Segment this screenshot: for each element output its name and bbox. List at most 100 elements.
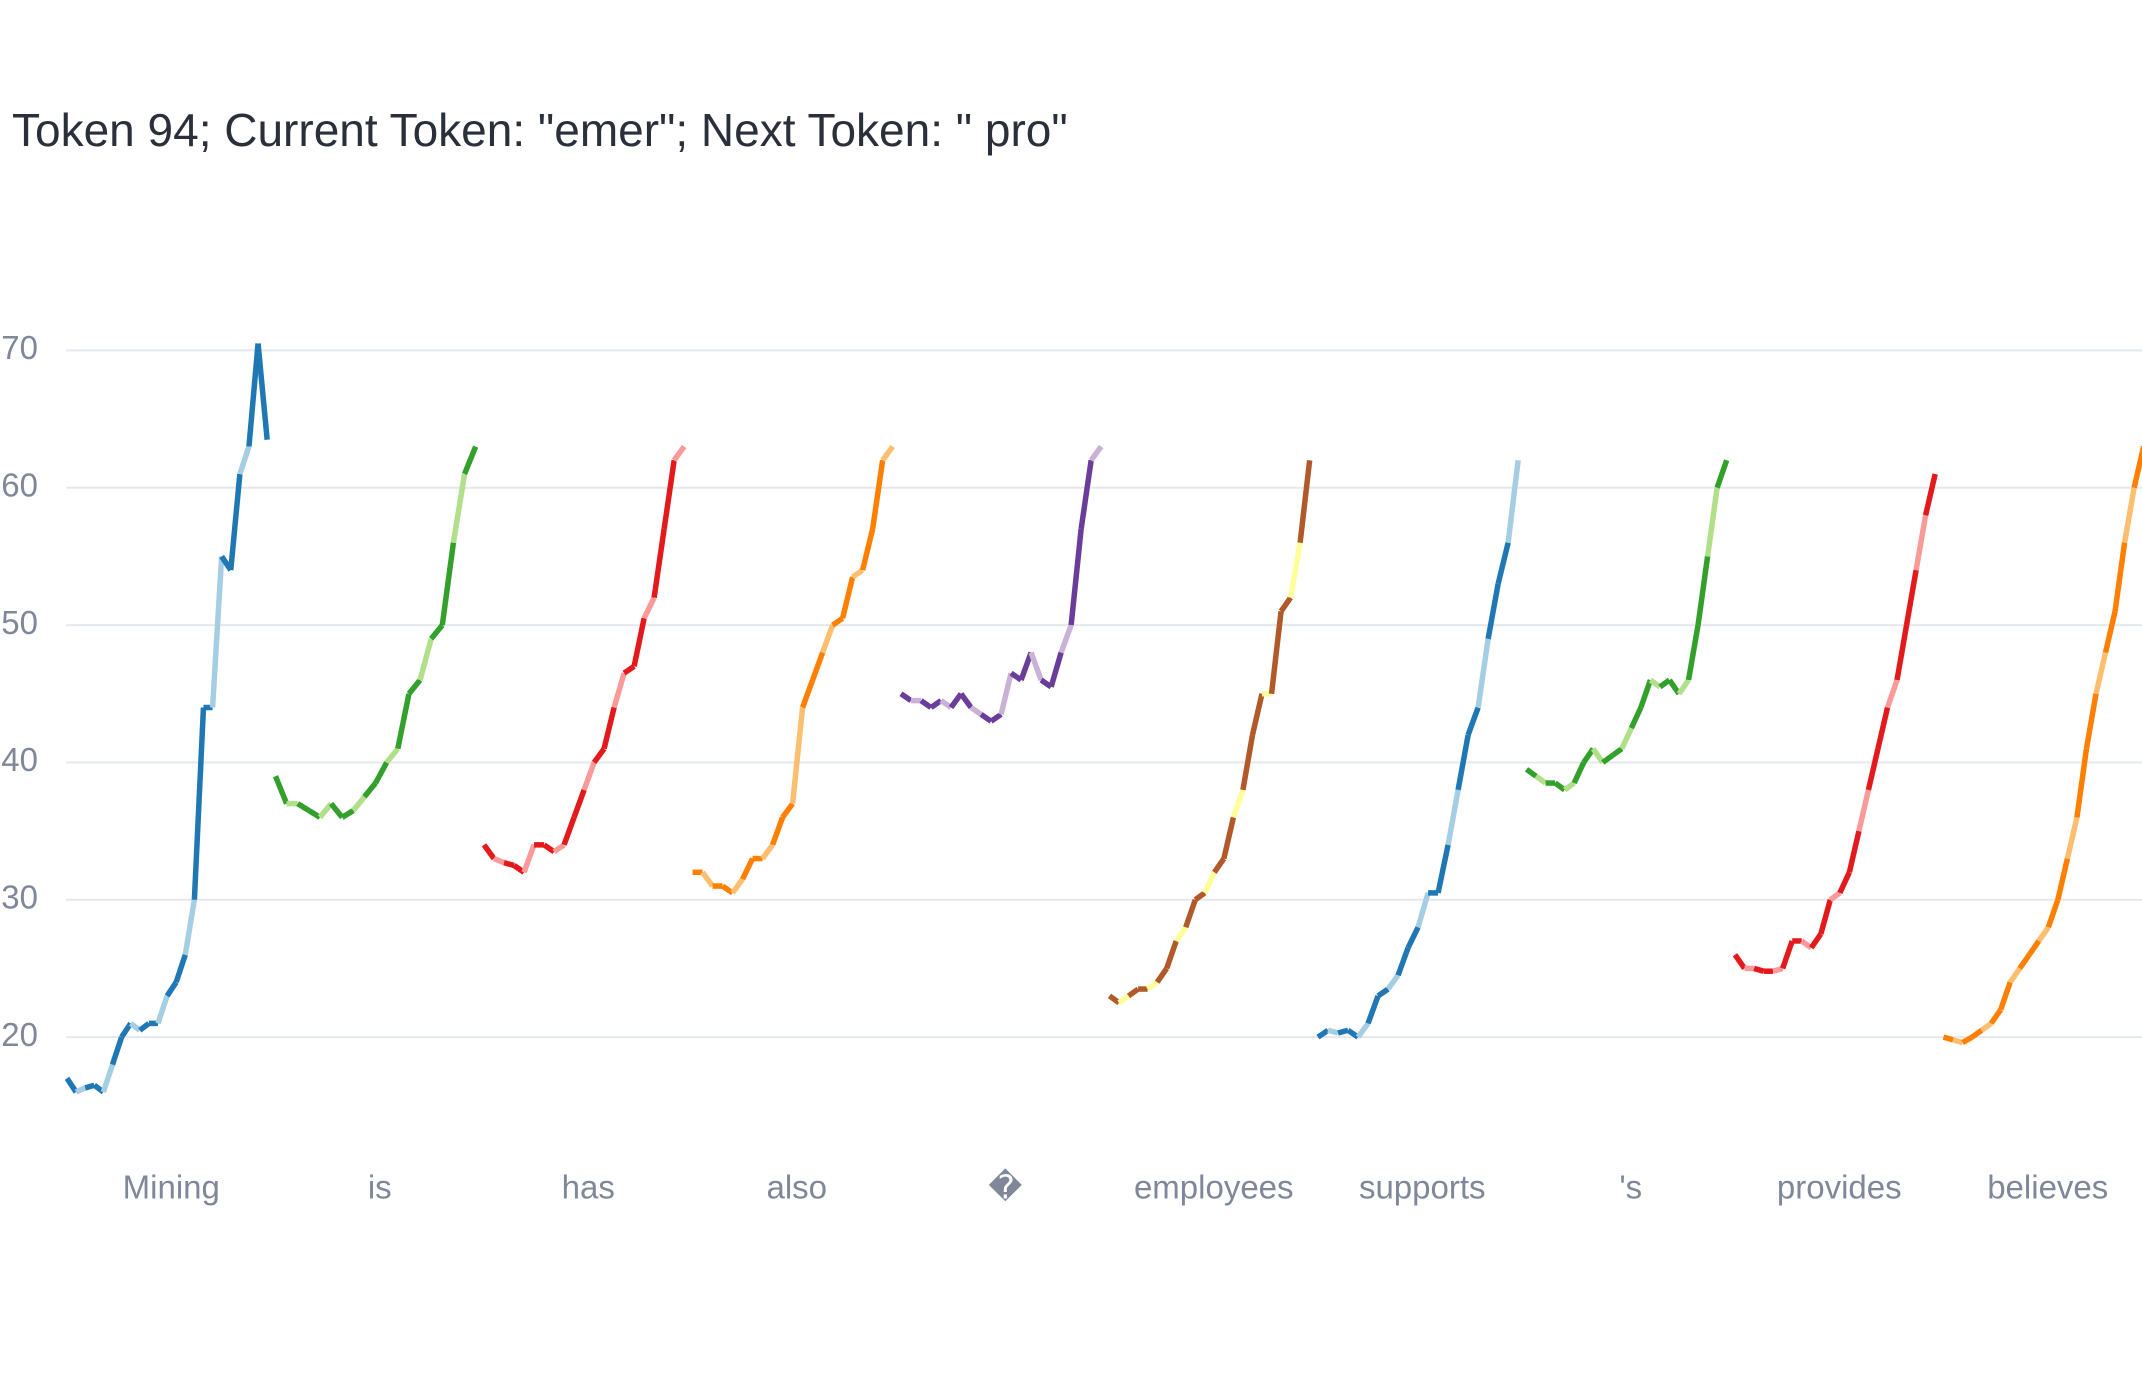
- line-segment: [1058, 624, 1074, 654]
- x-tick-label: supports: [1359, 1169, 1486, 1206]
- line-segment: [351, 795, 367, 813]
- line-segment: [601, 706, 617, 750]
- x-tick-label: Mining: [123, 1169, 220, 1206]
- line-segment: [641, 596, 657, 620]
- line-segment: [1385, 973, 1401, 991]
- line-segment: [1732, 953, 1747, 971]
- line-segment: [789, 707, 806, 804]
- line-segment: [138, 1021, 151, 1033]
- line-segment: [591, 747, 607, 765]
- line-segment: [1676, 678, 1691, 696]
- line-segment: [1230, 789, 1246, 819]
- line-segment: [800, 679, 816, 709]
- line-segment: [1048, 651, 1064, 688]
- line-segment: [1078, 459, 1094, 530]
- line-segment: [1240, 734, 1256, 791]
- line-segment: [1212, 857, 1227, 874]
- line-segment: [1221, 816, 1237, 860]
- line-segment: [255, 343, 270, 440]
- line-segment: [1028, 651, 1044, 681]
- line-segment: [1395, 946, 1411, 977]
- line-segment: [182, 899, 198, 956]
- line-segment: [373, 761, 390, 785]
- line-segment: [228, 473, 243, 571]
- line-segment: [461, 445, 479, 476]
- line-segment: [1405, 926, 1421, 950]
- line-segment: [272, 775, 290, 805]
- line-segment: [1875, 706, 1891, 750]
- line-segment: [246, 343, 261, 447]
- line-segment: [521, 843, 537, 874]
- line-segment: [1780, 940, 1795, 970]
- line-segment: [1202, 871, 1217, 895]
- line-segment: [2055, 857, 2071, 901]
- line-segment: [1563, 780, 1576, 793]
- line-segment: [851, 567, 865, 580]
- line-segment: [1455, 734, 1471, 791]
- line-segment: [1553, 780, 1567, 793]
- line-segment: [561, 816, 577, 846]
- line-segment: [1610, 746, 1624, 758]
- x-tick-label: provides: [1777, 1169, 1902, 1206]
- line-segment: [1837, 871, 1852, 895]
- line-segment: [2017, 953, 2032, 971]
- line-segment: [164, 980, 179, 998]
- line-segment: [109, 1036, 125, 1066]
- line-segment: [2093, 651, 2109, 695]
- line-segment: [1505, 459, 1521, 544]
- line-segment: [1485, 583, 1501, 640]
- line-segment: [450, 473, 468, 544]
- line-segment: [1922, 473, 1938, 516]
- y-tick-label: 60: [1, 466, 38, 503]
- line-segment: [492, 856, 506, 866]
- line-segment: [1884, 679, 1900, 709]
- line-segment: [1970, 1028, 1984, 1040]
- line-segment: [1126, 986, 1140, 999]
- line-segment: [1068, 528, 1084, 626]
- line-segment: [2007, 966, 2023, 984]
- line-segment: [1988, 1008, 2003, 1025]
- line-segment: [1601, 753, 1614, 765]
- line-segment: [1297, 459, 1313, 544]
- line-segment: [1628, 706, 1644, 730]
- line-segment: [129, 1021, 142, 1033]
- line-segment: [1534, 773, 1548, 786]
- line-segment: [191, 707, 207, 900]
- line-segment: [2121, 487, 2137, 544]
- y-tick-label: 50: [1, 604, 38, 641]
- line-segment: [74, 1085, 87, 1095]
- line-segment: [869, 459, 886, 530]
- line-segment: [1619, 726, 1634, 750]
- line-segment: [1088, 444, 1104, 462]
- line-segment: [1146, 979, 1159, 992]
- line-segment: [2045, 898, 2061, 929]
- line-segment: [173, 953, 188, 984]
- line-segment: [1465, 706, 1481, 736]
- line-segment: [571, 788, 587, 819]
- x-tick-label: is: [368, 1169, 392, 1206]
- line-segment: [1327, 1027, 1339, 1036]
- line-segment: [1445, 789, 1461, 846]
- line-segment: [1818, 899, 1833, 935]
- line-segment: [651, 528, 667, 599]
- line-segment: [2074, 748, 2090, 818]
- line-segment: [552, 842, 566, 854]
- line-segment: [1952, 1037, 1964, 1046]
- line-segment: [2064, 816, 2080, 860]
- line-segment: [317, 801, 334, 820]
- line-segment: [1648, 677, 1662, 690]
- line-segment: [503, 860, 515, 869]
- y-tick-label: 40: [1, 741, 38, 778]
- line-segment: [1638, 679, 1654, 709]
- x-tick-label: employees: [1134, 1169, 1294, 1206]
- line-segment: [622, 664, 636, 676]
- line-segment: [429, 623, 445, 641]
- line-segment: [919, 698, 933, 710]
- line-segment: [671, 444, 687, 462]
- line-segment: [1903, 569, 1919, 626]
- line-segment: [2083, 693, 2099, 750]
- line-segment: [1998, 981, 2013, 1011]
- line-segment: [1590, 747, 1606, 765]
- line-segment: [740, 857, 756, 881]
